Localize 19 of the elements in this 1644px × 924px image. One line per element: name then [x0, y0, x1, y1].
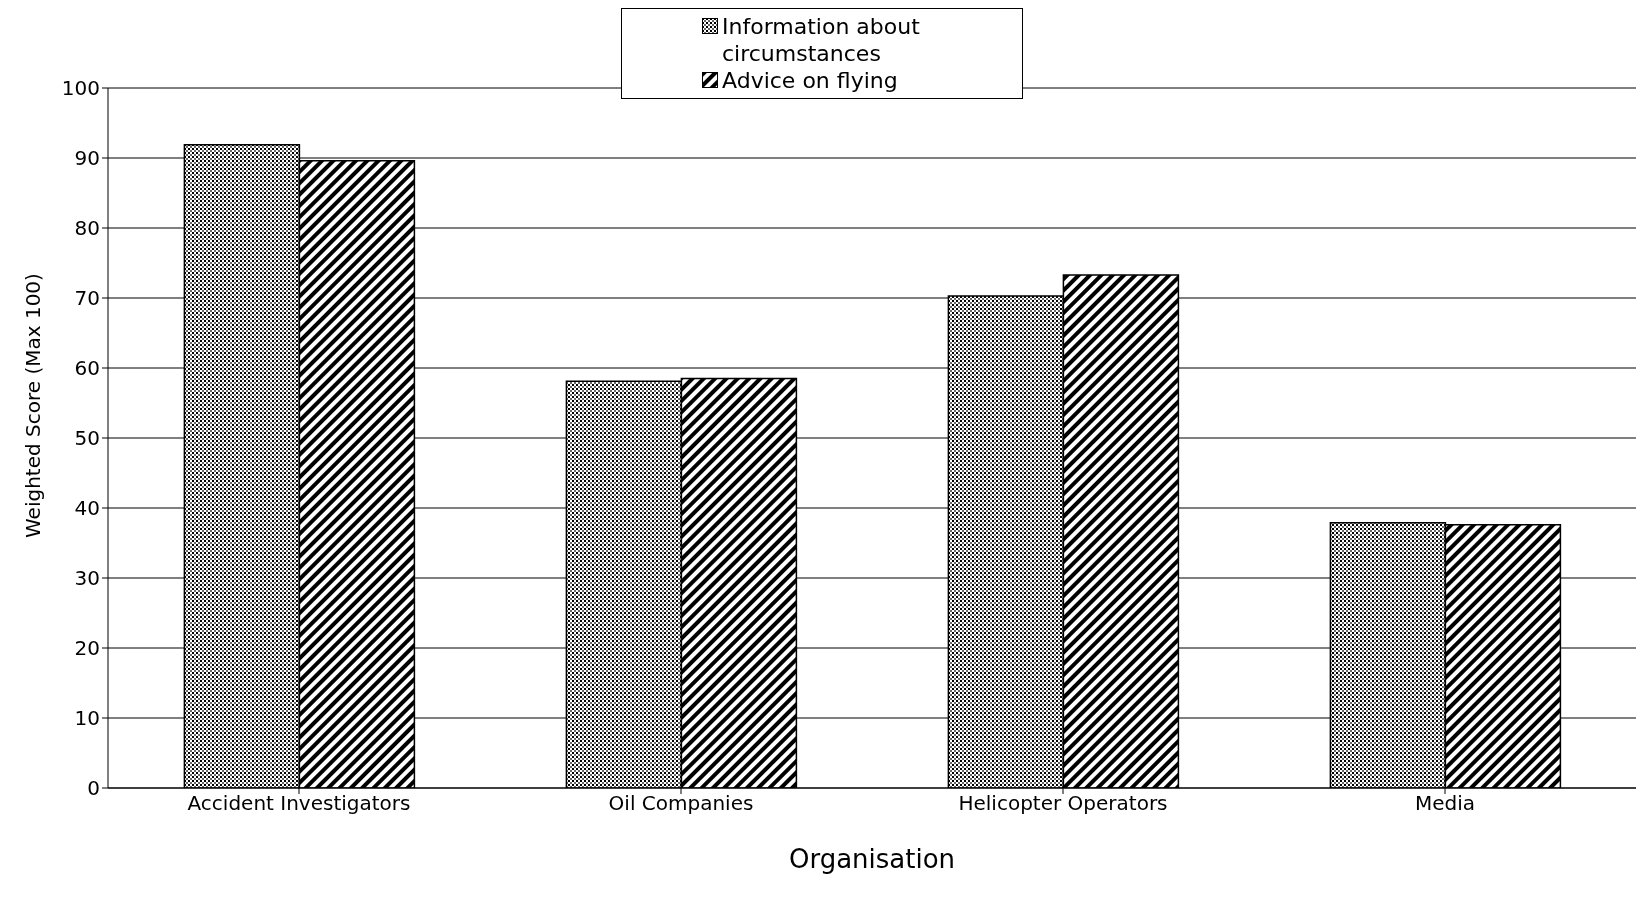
y-tick-label: 0: [87, 776, 100, 801]
y-axis-title: Weighted Score (Max 100): [21, 273, 46, 538]
y-tick-label: 60: [74, 356, 100, 381]
legend-label: Advice on flying: [722, 67, 898, 94]
x-tick-label: Helicopter Operators: [958, 791, 1168, 816]
x-tick-label: Accident Investigators: [187, 791, 411, 816]
x-axis-title: Organisation: [788, 844, 956, 874]
y-tick-label: 10: [74, 706, 100, 731]
x-tick-label: Oil Companies: [608, 791, 754, 816]
y-tick-label: 50: [74, 426, 100, 451]
y-tick-label: 40: [74, 496, 100, 521]
y-tick-label: 90: [74, 146, 100, 171]
x-tick-label: Media: [1414, 791, 1476, 816]
y-tick-label: 70: [74, 286, 100, 311]
legend-label: Information about circumstances: [722, 13, 921, 67]
y-tick-label: 80: [74, 216, 100, 241]
y-tick-label: 100: [61, 76, 100, 101]
y-tick-label: 30: [74, 566, 100, 591]
y-tick-label: 20: [74, 636, 100, 661]
